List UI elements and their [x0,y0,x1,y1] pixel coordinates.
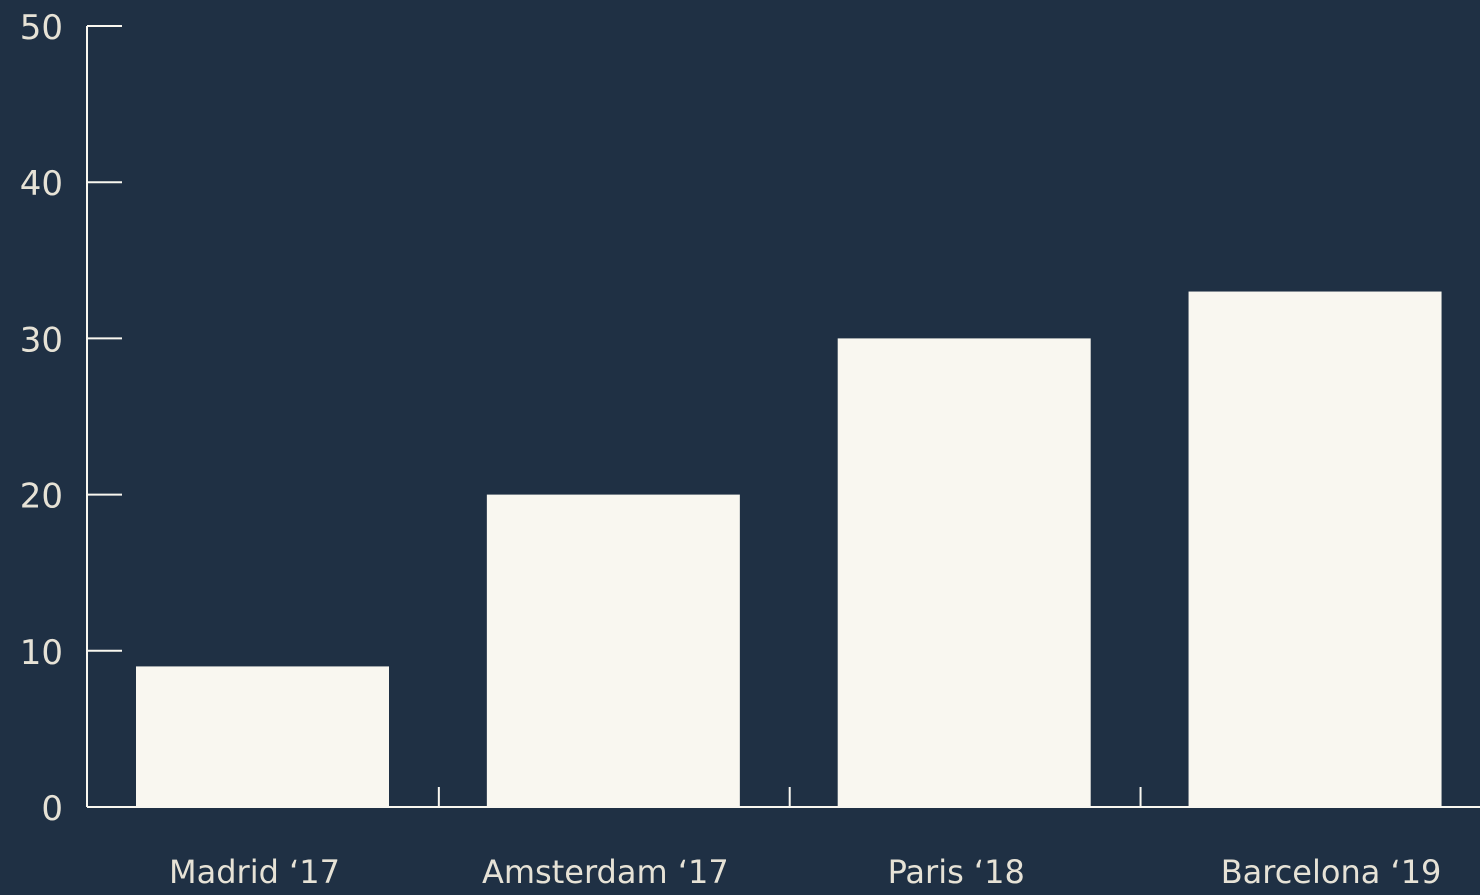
y-tick-label: 20 [20,477,63,517]
y-tick-label: 0 [41,789,63,829]
x-axis-ticks: Madrid ‘17 Amsterdam ‘17 Paris ‘18 Barcelon… [169,787,1441,891]
bar [1188,291,1442,807]
x-tick-label: Madrid ‘17 [169,853,340,891]
y-tick-label: 50 [20,8,63,48]
y-tick-label: 10 [20,633,63,673]
bars [136,291,1442,807]
bar [486,494,740,807]
y-tick-label: 30 [20,320,63,360]
x-tick-label: Paris ‘18 [888,853,1025,891]
bar [837,338,1091,807]
y-tick-label: 40 [20,164,63,204]
bar [136,666,389,807]
x-tick-label: Amsterdam ‘17 [482,853,729,891]
y-axis-ticks: 0 10 20 30 40 50 [20,8,122,829]
x-tick-label: Barcelona ‘19 [1221,853,1442,891]
